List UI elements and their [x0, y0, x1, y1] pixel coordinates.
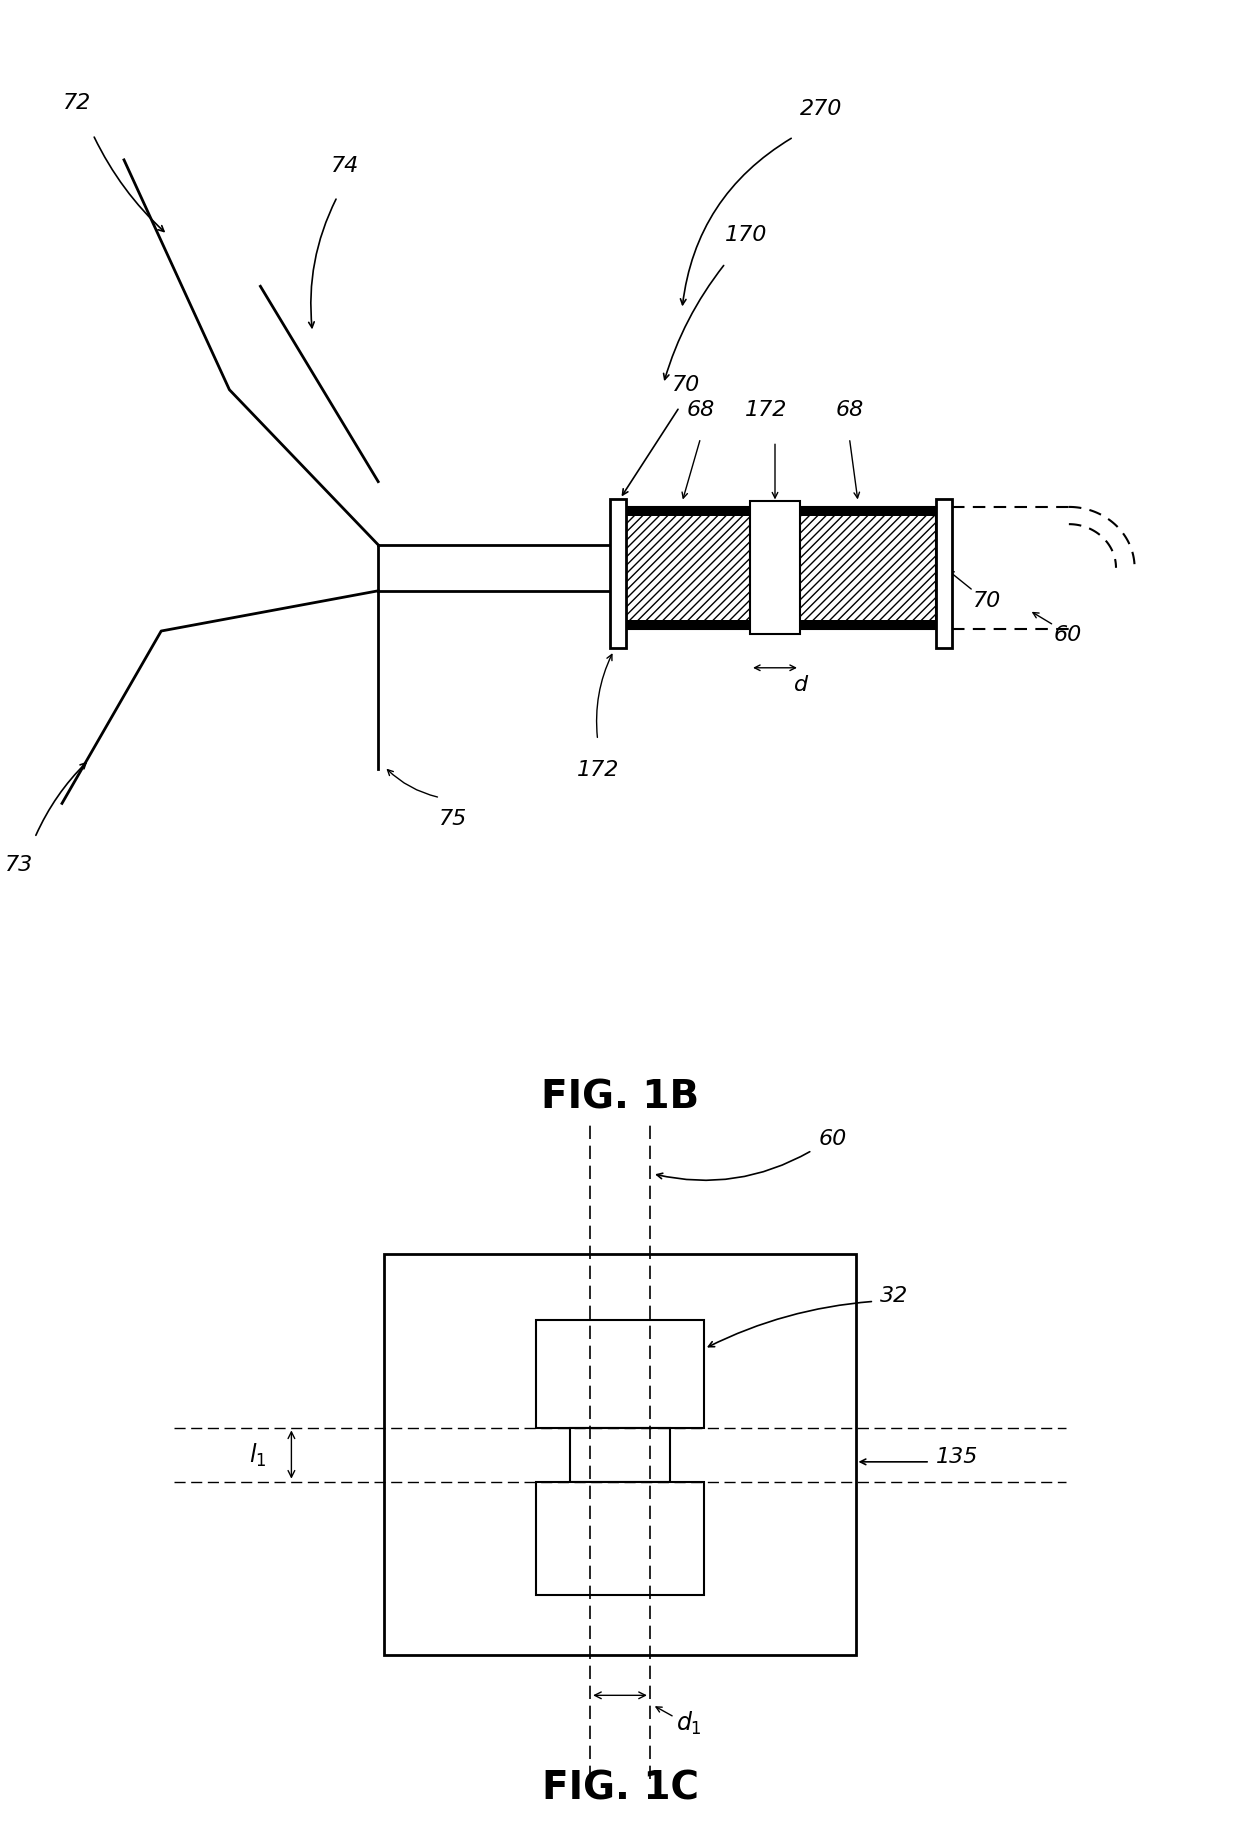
Bar [750, 501, 800, 634]
Text: 72: 72 [63, 93, 91, 113]
Bar [570, 1427, 670, 1482]
Text: 70: 70 [672, 374, 701, 394]
Bar [626, 620, 936, 629]
Bar [536, 1482, 704, 1595]
Text: FIG. 1C: FIG. 1C [542, 1768, 698, 1807]
Text: 172: 172 [577, 758, 619, 778]
Text: 68: 68 [836, 399, 863, 419]
Text: 70: 70 [973, 591, 1002, 611]
Text: 270: 270 [800, 98, 842, 118]
Text: 135: 135 [936, 1446, 978, 1466]
Text: 60: 60 [818, 1128, 847, 1148]
Text: 73: 73 [5, 855, 32, 875]
Text: 75: 75 [439, 809, 466, 829]
Bar [536, 1320, 704, 1427]
Text: $l_1$: $l_1$ [249, 1442, 267, 1468]
Bar [626, 507, 936, 629]
Text: 74: 74 [331, 157, 358, 177]
Bar [936, 500, 952, 649]
Text: d: d [794, 675, 807, 695]
Bar [626, 507, 936, 518]
Text: 172: 172 [745, 399, 787, 419]
Text: 68: 68 [687, 399, 714, 419]
Bar [610, 500, 626, 649]
Text: 60: 60 [1054, 625, 1083, 645]
Bar [384, 1254, 856, 1655]
Text: 170: 170 [725, 226, 768, 244]
Text: 32: 32 [880, 1285, 909, 1305]
Text: FIG. 1B: FIG. 1B [541, 1077, 699, 1116]
Text: $d_1$: $d_1$ [676, 1708, 702, 1735]
